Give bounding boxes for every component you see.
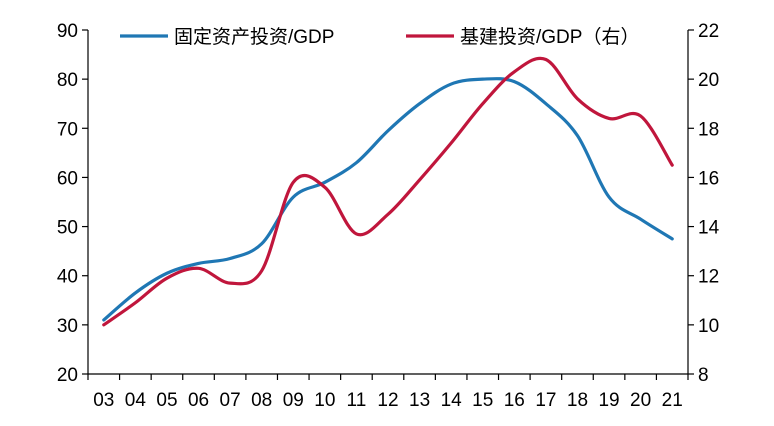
x-tick-label: 05 (156, 390, 177, 411)
right-tick-label: 20 (698, 70, 719, 91)
left-tick-label: 50 (57, 218, 78, 239)
x-tick-label: 16 (504, 390, 525, 411)
right-tick-label: 10 (698, 316, 719, 337)
x-ticks: 03 04 05 06 07 08 09 10 11 12 13 14 15 16 17 18 19 20 21 (87, 374, 689, 411)
right-tick-label: 22 (698, 21, 719, 42)
right-tick-label: 8 (698, 365, 709, 386)
x-tick-label: 08 (251, 390, 272, 411)
x-tick-label: 15 (472, 390, 493, 411)
series-line-infrastructure-investment (102, 56, 674, 327)
right-tick-label: 14 (698, 218, 720, 239)
right-y-ticks: 8 10 12 14 16 18 20 22 (688, 21, 720, 386)
left-tick-label: 80 (57, 70, 78, 91)
x-tick-label: 03 (93, 390, 114, 411)
x-tick-label: 13 (409, 390, 430, 411)
axes (87, 30, 689, 375)
x-tick-label: 11 (347, 390, 367, 411)
x-tick-label: 10 (314, 390, 335, 411)
right-tick-label: 12 (698, 267, 719, 288)
left-tick-label: 90 (57, 21, 78, 42)
legend-label-fixed-asset-investment: 固定资产投资/GDP (174, 26, 334, 48)
x-tick-label: 21 (662, 390, 683, 411)
right-tick-label: 16 (698, 168, 719, 189)
legend: 固定资产投资/GDP 基建投资/GDP（右） (120, 26, 639, 48)
left-tick-label: 20 (57, 365, 78, 386)
x-tick-label: 09 (283, 390, 304, 411)
left-tick-label: 40 (57, 267, 78, 288)
x-tick-label: 18 (567, 390, 588, 411)
left-tick-label: 60 (57, 168, 78, 189)
x-tick-label: 20 (630, 390, 651, 411)
left-y-ticks: 20 30 40 50 60 70 80 90 (57, 21, 88, 386)
series-layer (102, 56, 674, 327)
x-tick-label: 04 (125, 390, 147, 411)
x-tick-label: 06 (188, 390, 209, 411)
legend-label-infrastructure-investment: 基建投资/GDP（右） (460, 26, 639, 48)
x-tick-label: 19 (598, 390, 619, 411)
left-tick-label: 70 (57, 119, 78, 140)
x-tick-label: 17 (535, 390, 556, 411)
left-tick-label: 30 (57, 316, 78, 337)
x-tick-label: 07 (220, 390, 241, 411)
right-tick-label: 18 (698, 119, 719, 140)
series-line-fixed-asset-investment (102, 77, 674, 322)
x-tick-label: 12 (377, 390, 398, 411)
x-tick-label: 14 (441, 390, 463, 411)
